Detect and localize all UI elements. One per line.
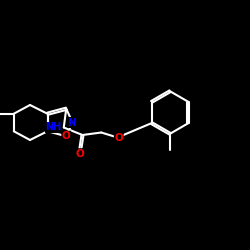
- Text: NH: NH: [46, 122, 62, 132]
- Text: O: O: [114, 132, 123, 142]
- Text: O: O: [62, 131, 71, 141]
- Text: N: N: [68, 118, 77, 128]
- Text: O: O: [76, 149, 84, 159]
